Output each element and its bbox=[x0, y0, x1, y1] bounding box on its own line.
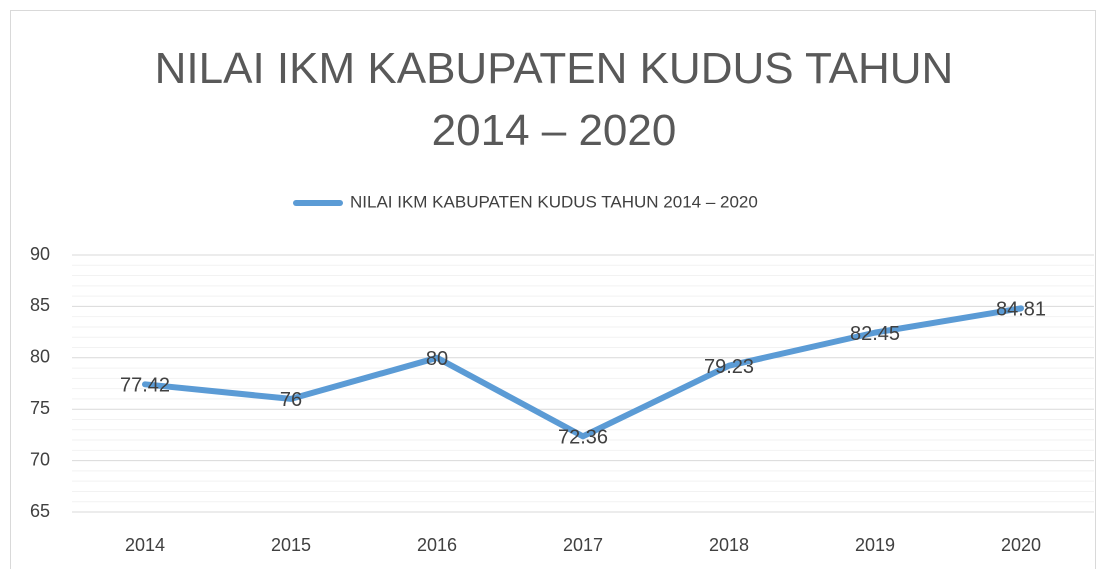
data-label: 77.42 bbox=[120, 375, 170, 397]
x-tick-label: 2018 bbox=[709, 535, 749, 555]
data-label: 82.45 bbox=[850, 323, 900, 345]
y-tick-label: 75 bbox=[30, 398, 50, 418]
chart-title: NILAI IKM KABUPATEN KUDUS TAHUN 2014 – 2… bbox=[154, 44, 954, 155]
y-tick-label: 80 bbox=[30, 347, 50, 367]
y-tick-label: 65 bbox=[30, 501, 50, 521]
y-tick-label: 85 bbox=[30, 295, 50, 315]
y-tick-label: 70 bbox=[30, 449, 50, 469]
x-tick-label: 2019 bbox=[855, 535, 895, 555]
legend-label: NILAI IKM KABUPATEN KUDUS TAHUN 2014 – 2… bbox=[350, 192, 758, 211]
data-label: 84.81 bbox=[996, 299, 1046, 321]
x-tick-label: 2020 bbox=[1001, 535, 1041, 555]
y-tick-label: 90 bbox=[30, 244, 50, 264]
series-line bbox=[142, 305, 1024, 440]
chart-border bbox=[10, 10, 1096, 569]
data-label: 76 bbox=[280, 389, 302, 411]
x-tick-label: 2016 bbox=[417, 535, 457, 555]
x-tick-label: 2014 bbox=[125, 535, 165, 555]
x-tick-label: 2017 bbox=[563, 535, 603, 555]
x-tick-label: 2015 bbox=[271, 535, 311, 555]
data-label: 80 bbox=[426, 348, 448, 370]
data-label: 79.23 bbox=[704, 356, 754, 378]
data-label: 72.36 bbox=[558, 427, 608, 449]
